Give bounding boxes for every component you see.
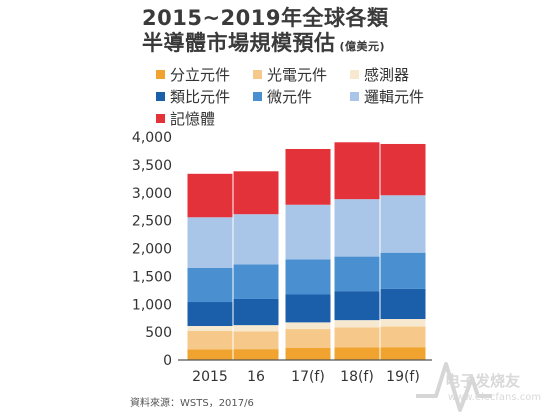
bar-segment-micro [380, 252, 426, 289]
bar-segment-analog [233, 298, 279, 326]
chart-title-line2: 半導體市場規模預估 (億美元) [142, 27, 385, 57]
bar-segment-opto [285, 329, 331, 349]
x-tick-label: 16 [247, 369, 265, 385]
legend-label-discrete: 分立元件 [170, 66, 231, 84]
legend-label-analog: 類比元件 [170, 88, 231, 106]
bar-segment-sensor [233, 325, 279, 332]
legend-label-memory: 記憶體 [170, 110, 216, 128]
unit-label: (億美元) [339, 40, 386, 53]
legend-item-discrete: 分立元件 [156, 64, 230, 85]
x-tick-label: 18(f) [340, 369, 374, 385]
bar-segment-memory [187, 173, 233, 218]
bar-segment-analog [334, 291, 380, 321]
y-tick-label: 500 [145, 325, 172, 341]
bar-segment-discrete [233, 349, 279, 360]
x-tick-label: 2015 [192, 369, 228, 385]
legend-label-micro: 微元件 [267, 88, 313, 106]
bar-segment-logic [187, 217, 233, 269]
legend-label-logic: 邏輯元件 [364, 88, 425, 106]
legend-item-micro: 微元件 [253, 86, 312, 107]
chart-title-line2-text: 半導體市場規模預估 [142, 31, 336, 55]
bar-segment-micro [187, 268, 233, 303]
bar-segment-logic [233, 214, 279, 265]
bar-segment-discrete [187, 349, 233, 360]
y-tick-label: 3,000 [132, 186, 172, 202]
legend-swatch-opto [253, 70, 262, 79]
chart-title-line1: 2015~2019年全球各類 [142, 6, 389, 30]
bar-segment-discrete [285, 348, 331, 360]
bar-segment-discrete [380, 347, 426, 360]
legend-item-opto: 光電元件 [253, 64, 327, 85]
bar-segment-micro [334, 256, 380, 292]
bar-segment-opto [334, 327, 380, 348]
legend-item-logic: 邏輯元件 [350, 86, 424, 107]
y-tick-label: 2,000 [132, 242, 172, 258]
bar-segment-opto [187, 331, 233, 350]
bar-segment-opto [233, 331, 279, 350]
bar-segment-micro [233, 264, 279, 299]
legend-item-analog: 類比元件 [156, 86, 230, 107]
legend-item-memory: 記憶體 [156, 108, 215, 129]
bar-segment-memory [380, 143, 426, 196]
y-tick-label: 2,500 [132, 214, 172, 230]
bar-segment-analog [285, 294, 331, 323]
y-tick-label: 4,000 [132, 130, 172, 146]
y-tick-label: 1,500 [132, 269, 172, 285]
bar-segment-memory [233, 171, 279, 215]
bar-segment-memory [285, 148, 331, 205]
bar-segment-sensor [187, 325, 233, 332]
legend-swatch-discrete [156, 70, 165, 79]
legend-label-opto: 光電元件 [267, 66, 328, 84]
x-tick-label: 17(f) [291, 369, 325, 385]
bar-segment-logic [380, 195, 426, 253]
legend-label-sensor: 感測器 [364, 66, 410, 84]
legend-item-sensor: 感測器 [350, 64, 409, 85]
source-note: 資料來源：WSTS，2017/6 [130, 398, 254, 409]
bar-segment-analog [187, 302, 233, 326]
watermark-text: 电子发烧友 [445, 372, 521, 390]
legend-swatch-memory [156, 114, 165, 123]
bar-segment-logic [334, 199, 380, 257]
bar-segment-logic [285, 204, 331, 260]
y-tick-label: 1,000 [132, 297, 172, 313]
x-tick-label: 19(f) [386, 369, 420, 385]
bar-segment-micro [285, 259, 331, 295]
legend-swatch-analog [156, 92, 165, 101]
watermark-url: www.elecfans.com [448, 392, 542, 403]
bar-segment-sensor [334, 320, 380, 328]
watermark-logo-icon [416, 362, 492, 412]
bar-segment-sensor [285, 322, 331, 330]
legend-swatch-sensor [350, 70, 359, 79]
bar-segment-memory [334, 142, 380, 200]
y-tick-label: 0 [163, 353, 172, 369]
bar-segment-sensor [380, 319, 426, 327]
legend-swatch-micro [253, 92, 262, 101]
bar-segment-analog [380, 288, 426, 320]
bar-segment-opto [380, 326, 426, 348]
legend-swatch-logic [350, 92, 359, 101]
bar-segment-discrete [334, 347, 380, 360]
y-tick-label: 3,500 [132, 158, 172, 174]
